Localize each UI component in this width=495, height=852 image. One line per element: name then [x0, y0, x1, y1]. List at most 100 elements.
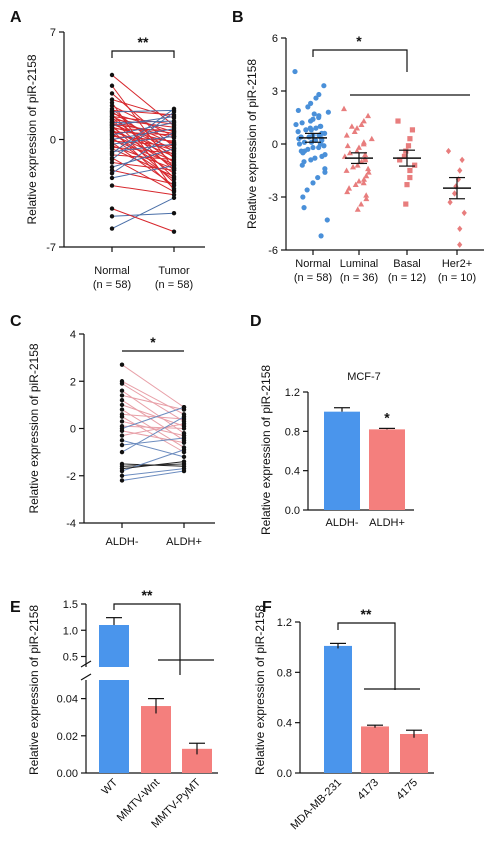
- pair-line-a: [111, 109, 175, 113]
- y-tick-label-b: -6: [268, 245, 278, 257]
- significance-bracket-a: [111, 50, 175, 58]
- point-b: [354, 162, 361, 168]
- point-b: [395, 118, 401, 124]
- point-b: [407, 136, 413, 142]
- point-b: [403, 201, 409, 207]
- point-b: [368, 135, 375, 142]
- point-normal-a: [109, 206, 115, 211]
- significance-label-b: *: [356, 33, 362, 49]
- point-aldh-neg-c: [119, 419, 125, 424]
- point-b: [312, 155, 318, 161]
- point-b: [308, 100, 314, 106]
- pair-line-a: [111, 99, 175, 119]
- point-tumor-a: [171, 181, 177, 187]
- point-normal-a: [109, 164, 115, 170]
- point-b: [322, 169, 328, 175]
- pair-line-a: [111, 132, 175, 174]
- point-tumor-a: [171, 229, 177, 234]
- point-b: [293, 121, 299, 128]
- pair-line-a: [111, 131, 175, 174]
- y-axis-label-b: Relative expression of piR-2158: [245, 59, 259, 229]
- pair-line-a: [111, 128, 175, 140]
- point-aldh-pos-c: [181, 440, 187, 445]
- panel-label-f: F: [262, 599, 272, 616]
- pair-line-c: [121, 439, 185, 458]
- point-b: [397, 157, 403, 163]
- point-b: [363, 192, 370, 198]
- point-tumor-a: [171, 177, 177, 182]
- point-tumor-a: [171, 166, 177, 171]
- bar-d: [324, 411, 360, 510]
- significance-label-e: **: [142, 587, 153, 603]
- y-axis-label-c: Relative expression of piR-2158: [27, 343, 41, 513]
- point-tumor-a: [171, 108, 177, 113]
- point-b: [356, 144, 362, 150]
- pair-line-c: [121, 470, 185, 481]
- pair-line-a: [111, 131, 175, 136]
- point-tumor-a: [171, 192, 177, 197]
- point-b: [316, 91, 322, 98]
- pair-line-a: [111, 119, 175, 128]
- chart-title-d: MCF-7: [347, 371, 381, 383]
- pair-line-a: [111, 111, 175, 160]
- significance-label-f: **: [361, 606, 372, 622]
- pair-line-a: [111, 115, 175, 127]
- point-aldh-neg-c: [119, 473, 125, 478]
- pair-line-a: [111, 131, 175, 151]
- point-b: [296, 141, 303, 147]
- category-label-d: ALDH+: [369, 517, 405, 529]
- point-b: [343, 167, 350, 173]
- y-axis-label-f: Relative expression of piR-2158: [253, 605, 267, 775]
- point-normal-a: [109, 168, 115, 173]
- panel-label-a: A: [10, 9, 22, 26]
- point-normal-a: [109, 97, 115, 102]
- point-normal-a: [109, 146, 115, 151]
- pair-line-a: [111, 148, 175, 177]
- pair-line-c: [121, 461, 185, 470]
- point-aldh-neg-c: [119, 381, 125, 386]
- y-tick-label-a: 7: [50, 27, 56, 39]
- point-aldh-pos-c: [181, 405, 187, 410]
- category-label-b: Luminal (n = 36): [340, 258, 379, 284]
- point-tumor-a: [171, 129, 177, 135]
- point-normal-a: [109, 175, 115, 181]
- point-b: [354, 125, 361, 131]
- category-label-f: MDA-MB-231: [289, 777, 345, 833]
- pair-line-c: [121, 394, 185, 411]
- y-tick-label-b: 0: [272, 139, 278, 151]
- y-tick-label-b: 6: [272, 33, 278, 45]
- y-tick-label-e: 0.02: [57, 731, 78, 743]
- point-aldh-neg-c: [119, 397, 125, 403]
- point-aldh-pos-c: [181, 414, 187, 419]
- point-aldh-pos-c: [181, 426, 187, 431]
- point-b: [365, 169, 372, 175]
- category-label-f: 4175: [394, 777, 420, 803]
- point-b: [324, 217, 330, 223]
- pair-line-a: [111, 143, 175, 153]
- y-tick-label-d: 0.8: [285, 426, 300, 438]
- y-tick-label-b: -3: [268, 192, 278, 204]
- pair-line-a: [111, 140, 175, 147]
- point-tumor-a: [171, 174, 177, 179]
- point-b: [457, 241, 463, 248]
- y-tick-label-b: 3: [272, 86, 278, 98]
- point-b: [346, 149, 353, 156]
- pair-line-a: [111, 122, 175, 136]
- pair-line-a: [111, 169, 175, 185]
- point-b: [354, 206, 361, 212]
- point-b: [307, 118, 314, 124]
- point-b: [301, 205, 307, 211]
- y-tick-label-d: 1.2: [285, 387, 300, 399]
- y-tick-label-c: 0: [70, 424, 76, 436]
- y-tick-label-e: 1.5: [63, 599, 78, 611]
- y-tick-label-e: 1.0: [63, 625, 78, 637]
- point-b: [447, 199, 453, 206]
- point-b: [457, 167, 463, 174]
- pair-line-a: [111, 128, 175, 131]
- point-tumor-a: [171, 126, 177, 131]
- pair-line-c: [121, 437, 185, 446]
- point-b: [365, 112, 372, 119]
- point-b: [362, 151, 369, 157]
- point-b: [358, 121, 365, 127]
